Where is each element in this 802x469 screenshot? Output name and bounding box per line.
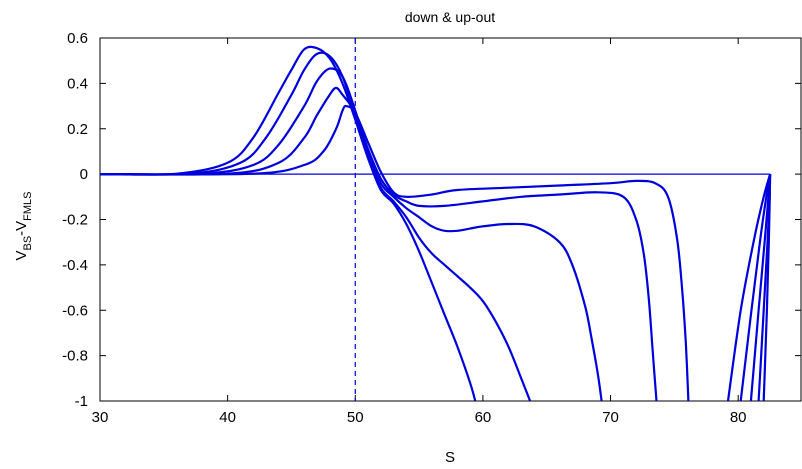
series-line-4 [100, 86, 658, 401]
series-line-3 [100, 67, 603, 401]
chart-title: down & up-out [405, 9, 495, 25]
y-tick-label: -1 [75, 393, 88, 410]
x-tick-label: 80 [730, 409, 747, 426]
y-axis-title: VBS-VFMLS [13, 191, 34, 260]
series-line-2 [100, 51, 532, 401]
x-tick-label: 40 [219, 409, 236, 426]
y-axis-title-main: V [13, 251, 30, 261]
series-line-7 [739, 173, 772, 401]
y-axis-title-mid: -V [13, 221, 30, 236]
y-axis-title-sub1: BS [22, 236, 34, 251]
series-line-5 [100, 104, 690, 401]
plot-frame [99, 37, 802, 402]
x-tick-label: 70 [602, 409, 619, 426]
y-tick-label: 0.6 [67, 30, 88, 47]
y-tick-label: 0.4 [67, 75, 88, 92]
series-line-6 [726, 173, 772, 401]
y-tick-label: 0.2 [67, 121, 88, 138]
plot-area: 30 40 50 60 70 80 -1 -0.8 -0.6 -0.4 -0.2 0 0.2 0.4 0.6 [62, 30, 802, 426]
y-tick-label: -0.4 [62, 257, 88, 274]
y-axis-title-sub2: FMLS [22, 191, 34, 220]
y-tick-label: 0 [80, 166, 88, 183]
x-tick-label: 30 [92, 409, 109, 426]
series-line-1 [100, 45, 477, 401]
x-tick-label: 50 [347, 409, 364, 426]
y-tick-label: -0.2 [62, 212, 88, 229]
y-tick-label: -0.8 [62, 348, 88, 365]
x-tick-label: 60 [475, 409, 492, 426]
x-axis-title: S [445, 449, 455, 466]
series-line-10 [762, 174, 772, 401]
y-tick-label: -0.6 [62, 302, 88, 319]
